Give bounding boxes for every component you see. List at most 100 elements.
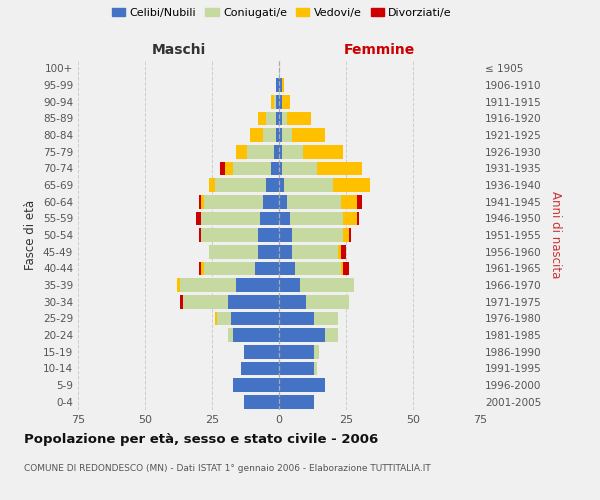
- Bar: [233, 328, 279, 342]
- Text: Maschi: Maschi: [151, 44, 206, 58]
- Bar: [228, 295, 279, 308]
- Bar: [177, 278, 180, 292]
- Bar: [199, 228, 201, 242]
- Bar: [257, 228, 279, 242]
- Bar: [250, 128, 263, 142]
- Bar: [279, 395, 314, 408]
- Bar: [357, 212, 359, 225]
- Bar: [233, 162, 271, 175]
- Bar: [263, 195, 279, 208]
- Bar: [338, 245, 341, 258]
- Bar: [201, 195, 204, 208]
- Bar: [314, 362, 317, 375]
- Bar: [277, 95, 279, 108]
- Bar: [279, 212, 290, 225]
- Bar: [274, 145, 279, 158]
- Bar: [182, 295, 228, 308]
- Bar: [260, 212, 279, 225]
- Bar: [325, 328, 338, 342]
- Bar: [199, 195, 201, 208]
- Bar: [257, 112, 266, 125]
- Bar: [281, 162, 317, 175]
- Bar: [279, 345, 314, 358]
- Bar: [279, 312, 314, 325]
- Bar: [279, 145, 281, 158]
- Bar: [332, 178, 370, 192]
- Y-axis label: Fasce di età: Fasce di età: [25, 200, 37, 270]
- Bar: [279, 295, 306, 308]
- Bar: [180, 278, 236, 292]
- Bar: [295, 262, 341, 275]
- Bar: [217, 312, 231, 325]
- Bar: [281, 145, 303, 158]
- Bar: [228, 328, 233, 342]
- Bar: [257, 245, 279, 258]
- Bar: [279, 195, 287, 208]
- Bar: [277, 112, 279, 125]
- Bar: [201, 212, 260, 225]
- Bar: [209, 178, 215, 192]
- Bar: [343, 262, 349, 275]
- Bar: [279, 95, 281, 108]
- Bar: [279, 112, 281, 125]
- Bar: [279, 278, 301, 292]
- Bar: [287, 112, 311, 125]
- Bar: [215, 178, 266, 192]
- Bar: [247, 145, 274, 158]
- Bar: [226, 162, 233, 175]
- Bar: [281, 128, 292, 142]
- Text: Femmine: Femmine: [344, 44, 415, 58]
- Bar: [196, 212, 201, 225]
- Bar: [277, 78, 279, 92]
- Bar: [233, 378, 279, 392]
- Text: Popolazione per età, sesso e stato civile - 2006: Popolazione per età, sesso e stato civil…: [24, 432, 378, 446]
- Bar: [271, 162, 279, 175]
- Text: COMUNE DI REDONDESCO (MN) - Dati ISTAT 1° gennaio 2006 - Elaborazione TUTTITALIA: COMUNE DI REDONDESCO (MN) - Dati ISTAT 1…: [24, 464, 431, 473]
- Bar: [266, 178, 279, 192]
- Bar: [279, 228, 292, 242]
- Bar: [180, 295, 182, 308]
- Bar: [271, 95, 274, 108]
- Bar: [341, 195, 357, 208]
- Bar: [220, 162, 226, 175]
- Bar: [263, 128, 277, 142]
- Bar: [317, 162, 362, 175]
- Bar: [231, 312, 279, 325]
- Bar: [236, 278, 279, 292]
- Bar: [279, 78, 281, 92]
- Bar: [287, 195, 341, 208]
- Bar: [279, 328, 325, 342]
- Bar: [301, 278, 354, 292]
- Bar: [292, 128, 325, 142]
- Bar: [277, 128, 279, 142]
- Bar: [279, 362, 314, 375]
- Bar: [201, 228, 257, 242]
- Bar: [349, 228, 352, 242]
- Bar: [279, 178, 284, 192]
- Bar: [266, 112, 277, 125]
- Bar: [209, 245, 257, 258]
- Bar: [343, 212, 357, 225]
- Bar: [201, 262, 204, 275]
- Bar: [306, 295, 349, 308]
- Bar: [255, 262, 279, 275]
- Bar: [281, 112, 287, 125]
- Bar: [284, 178, 332, 192]
- Bar: [290, 212, 343, 225]
- Bar: [357, 195, 362, 208]
- Legend: Celibi/Nubili, Coniugati/e, Vedovi/e, Divorziati/e: Celibi/Nubili, Coniugati/e, Vedovi/e, Di…: [112, 8, 452, 18]
- Bar: [314, 312, 338, 325]
- Bar: [236, 145, 247, 158]
- Bar: [241, 362, 279, 375]
- Y-axis label: Anni di nascita: Anni di nascita: [550, 192, 562, 278]
- Bar: [215, 312, 217, 325]
- Bar: [204, 195, 263, 208]
- Bar: [343, 228, 349, 242]
- Bar: [244, 395, 279, 408]
- Bar: [341, 262, 343, 275]
- Bar: [279, 245, 292, 258]
- Bar: [244, 345, 279, 358]
- Bar: [281, 78, 284, 92]
- Bar: [303, 145, 343, 158]
- Bar: [274, 95, 277, 108]
